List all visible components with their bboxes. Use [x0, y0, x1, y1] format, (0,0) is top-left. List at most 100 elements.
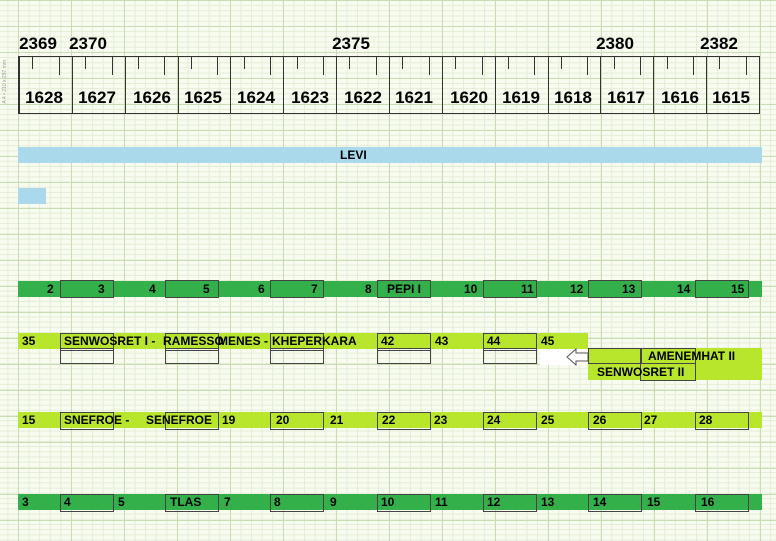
row3-box — [60, 412, 114, 430]
row4-cell: 16 — [701, 495, 715, 509]
row2-box — [270, 348, 324, 364]
year-ruler — [18, 56, 760, 114]
row4-cell: TLAS — [170, 495, 202, 509]
ruler-minor-tick — [85, 57, 87, 69]
row1-cell: 12 — [570, 282, 584, 296]
ruler-minor-tick — [428, 57, 430, 75]
row2-name: MENES - — [218, 334, 269, 348]
row3-box — [377, 412, 431, 430]
ruler-minor-tick — [190, 57, 192, 69]
ruler-minor-tick — [507, 57, 509, 69]
row4-cell: 4 — [64, 495, 71, 509]
row2-num: 42 — [381, 334, 395, 348]
row1-box — [695, 280, 749, 298]
ruler-minor-tick — [534, 57, 536, 75]
ruler-minor-tick — [719, 57, 721, 69]
left-arrow-icon — [566, 348, 589, 366]
ruler-minor-tick — [217, 57, 219, 75]
row2-num: 44 — [487, 334, 501, 348]
ruler-major-tick — [336, 57, 338, 113]
year-label: 1615 — [712, 88, 750, 107]
row3-box — [165, 412, 219, 430]
row4-cell: 12 — [487, 495, 501, 509]
row2-name: KHEPER — [272, 334, 323, 348]
row3-num: 22 — [382, 413, 396, 427]
row4-box — [483, 494, 537, 512]
ruler-minor-tick — [666, 57, 668, 69]
row1-cell: 14 — [677, 282, 691, 296]
row3-band — [18, 412, 762, 428]
ruler-minor-tick — [164, 57, 166, 75]
ruler-minor-tick — [137, 57, 139, 69]
year-label: 1622 — [344, 88, 382, 107]
ruler-major-tick — [71, 57, 73, 113]
ruler-major-tick — [706, 57, 708, 113]
row1-box — [165, 280, 219, 298]
row3-num: 19 — [222, 413, 236, 427]
ruler-major-tick — [389, 57, 390, 113]
row2-box — [60, 333, 114, 351]
row3-start: 15 — [22, 413, 36, 427]
ruler-major-tick — [494, 57, 496, 113]
row3-box — [483, 412, 537, 430]
ruler-minor-tick — [587, 57, 589, 75]
row4-box — [377, 494, 431, 512]
row4-cell: 9 — [330, 495, 337, 509]
top-number: 2375 — [332, 34, 370, 53]
ruler-minor-tick — [349, 57, 351, 69]
row3-num: 25 — [541, 413, 555, 427]
row3-name: SENEFROE — [146, 413, 213, 427]
ruler-major-tick — [124, 57, 126, 113]
row4-cell: 13 — [541, 495, 555, 509]
year-label: 1624 — [237, 88, 275, 107]
row4-cell: 11 — [435, 495, 448, 509]
year-label: 1627 — [78, 88, 116, 107]
row3-num: 20 — [276, 413, 290, 427]
row4-box — [165, 494, 219, 512]
ruler-minor-tick — [481, 57, 483, 75]
top-number: 2369 — [19, 34, 57, 53]
ruler-minor-tick — [111, 57, 113, 75]
ruler-major-tick — [283, 57, 285, 113]
top-number: 2370 — [69, 34, 107, 53]
ruler-major-tick — [600, 57, 602, 113]
row3-box — [695, 412, 749, 430]
row1-box — [270, 280, 324, 298]
year-label: 1623 — [291, 88, 329, 107]
row2-name: RAMESSO — [163, 334, 224, 348]
ruler-minor-tick — [32, 57, 34, 69]
year-label: 1620 — [450, 88, 488, 107]
row2-box — [483, 348, 537, 364]
row2-box — [483, 333, 537, 351]
ruler-minor-tick — [692, 57, 694, 75]
row4-cell: 7 — [224, 495, 231, 509]
row2-box — [588, 348, 642, 364]
row1-cell: 13 — [622, 282, 636, 296]
year-label: 1616 — [661, 88, 699, 107]
year-label: 1626 — [133, 88, 171, 107]
row1-box — [483, 280, 537, 298]
row1-cell: 11 — [521, 282, 534, 296]
ruler-major-tick — [177, 57, 179, 113]
row1-cell: 6 — [258, 282, 265, 296]
ruler-minor-tick — [58, 57, 60, 75]
ruler-major-tick — [759, 57, 760, 113]
ruler-minor-tick — [296, 57, 298, 69]
row3-num: 28 — [699, 413, 713, 427]
row3-num: 23 — [434, 413, 448, 427]
year-label: 1618 — [554, 88, 592, 107]
row1-cell: 3 — [98, 282, 105, 296]
levi-small-bar — [18, 188, 46, 204]
ruler-major-tick — [19, 57, 20, 113]
row1-cell: PEPI I — [387, 282, 422, 296]
row4-box — [588, 494, 642, 512]
ruler-minor-tick — [640, 57, 642, 75]
levi-band — [18, 147, 762, 163]
ruler-minor-tick — [270, 57, 272, 75]
amenemhat-label: AMENEMHAT II — [648, 349, 736, 363]
row4-band — [18, 494, 762, 510]
year-label: 1628 — [25, 88, 63, 107]
row3-name: SNEFROE - — [64, 413, 130, 427]
row3-num: 27 — [644, 413, 658, 427]
row1-cell: 2 — [47, 282, 54, 296]
